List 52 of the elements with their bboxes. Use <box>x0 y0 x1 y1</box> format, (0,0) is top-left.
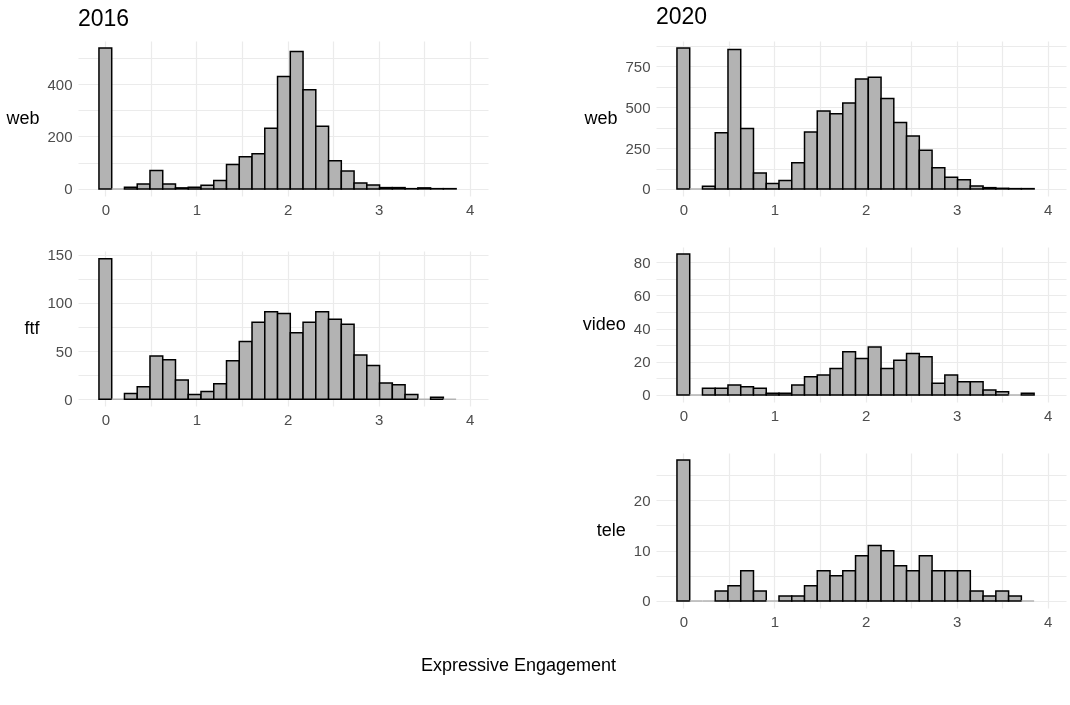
x-tick-label: 1 <box>770 612 780 630</box>
x-tick-label: 1 <box>770 200 780 218</box>
x-tick-label: 4 <box>466 410 475 428</box>
x-tick-label: 4 <box>1044 200 1053 218</box>
y-axis-title: ftf <box>24 318 41 338</box>
y-axis-title: web <box>5 108 40 128</box>
x-tick-label: 3 <box>374 200 384 218</box>
y-axis-title: tele <box>596 520 626 540</box>
x-tick-label: 2 <box>861 612 871 630</box>
y-tick-label: 0 <box>64 180 73 198</box>
x-axis-title: Expressive Engagement <box>420 654 617 675</box>
y-tick-label: 20 <box>633 491 651 509</box>
y-tick-label: 60 <box>633 286 651 304</box>
y-axis-title: video <box>582 314 626 334</box>
y-tick-label: 40 <box>633 320 651 338</box>
x-tick-label: 0 <box>679 406 689 424</box>
y-tick-label: 80 <box>633 253 651 271</box>
y-tick-label: 0 <box>642 386 651 404</box>
x-tick-label: 2 <box>283 410 293 428</box>
x-tick-label: 0 <box>101 410 111 428</box>
y-tick-label: 250 <box>625 139 651 157</box>
y-tick-label: 50 <box>55 342 73 360</box>
x-tick-label: 3 <box>952 612 962 630</box>
x-tick-label: 4 <box>1044 612 1053 630</box>
x-tick-label: 3 <box>952 406 962 424</box>
x-tick-label: 1 <box>770 406 780 424</box>
y-tick-label: 100 <box>47 294 73 312</box>
y-tick-label: 400 <box>47 75 73 93</box>
y-tick-label: 500 <box>625 98 651 116</box>
y-tick-label: 0 <box>642 180 651 198</box>
chart-title: 2020 <box>656 2 708 29</box>
x-tick-label: 4 <box>466 200 475 218</box>
x-tick-label: 2 <box>861 406 871 424</box>
y-tick-label: 150 <box>47 246 73 264</box>
y-tick-label: 0 <box>642 592 651 610</box>
y-tick-label: 200 <box>47 127 73 145</box>
x-tick-label: 2 <box>283 200 293 218</box>
x-tick-label: 0 <box>679 200 689 218</box>
y-tick-label: 20 <box>633 353 651 371</box>
x-tick-label: 0 <box>101 200 111 218</box>
chart-title: 2016 <box>78 5 130 31</box>
x-tick-label: 1 <box>192 410 202 428</box>
x-tick-label: 4 <box>1044 406 1053 424</box>
x-tick-label: 0 <box>679 612 689 630</box>
x-tick-label: 2 <box>861 200 871 218</box>
y-axis-title: web <box>583 108 618 128</box>
x-tick-label: 3 <box>952 200 962 218</box>
x-tick-label: 3 <box>374 410 384 428</box>
x-tick-label: 1 <box>192 200 202 218</box>
y-tick-label: 750 <box>625 57 651 75</box>
y-tick-label: 10 <box>633 542 651 560</box>
y-tick-label: 0 <box>64 390 73 408</box>
